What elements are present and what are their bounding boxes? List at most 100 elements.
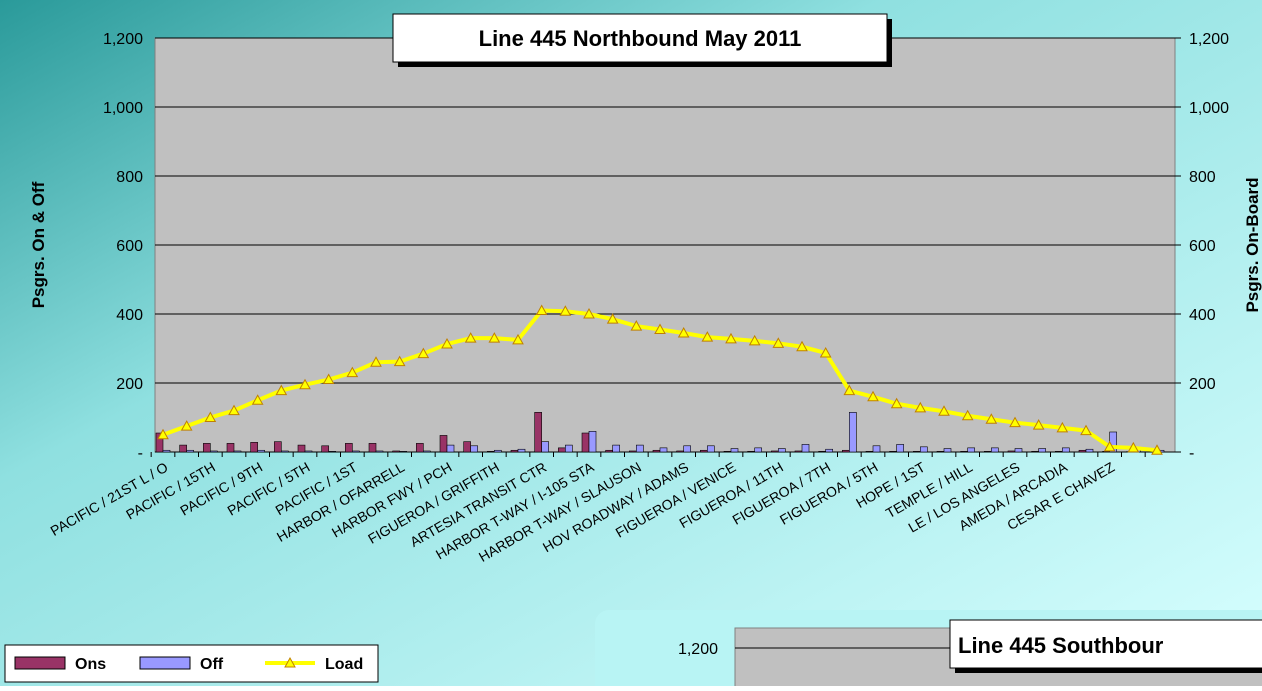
bar — [589, 431, 596, 452]
bar — [826, 449, 833, 452]
second-chart: Line 445 Southbour 1,200 — [595, 610, 1262, 686]
y-tick-label: 1,000 — [103, 100, 143, 117]
bar — [1055, 451, 1062, 452]
bar — [1062, 448, 1069, 452]
bar — [748, 451, 755, 452]
bar — [376, 451, 383, 452]
bar — [322, 446, 329, 452]
bar — [944, 449, 951, 452]
bar — [961, 451, 968, 452]
bar — [968, 448, 975, 452]
y2-tick-label: 800 — [1189, 169, 1216, 186]
bar — [795, 451, 802, 452]
chart-title: Line 445 Northbound May 2011 — [479, 26, 802, 51]
bar — [471, 446, 478, 452]
bar — [724, 451, 731, 452]
bar — [913, 451, 920, 452]
bar — [755, 448, 762, 452]
bar — [487, 451, 494, 452]
bar — [298, 445, 305, 452]
bar — [1079, 450, 1086, 452]
bar — [440, 435, 447, 452]
bar — [163, 450, 170, 452]
y-tick-label: 1,200 — [678, 641, 718, 658]
bar — [558, 448, 565, 452]
legend-swatch — [140, 657, 190, 669]
bar — [819, 451, 826, 452]
y2-tick-label: 600 — [1189, 238, 1216, 255]
y-tick-label: 200 — [116, 376, 143, 393]
bar — [707, 446, 714, 452]
bar — [778, 449, 785, 452]
bar — [1008, 451, 1015, 452]
bar — [274, 442, 281, 452]
bar — [251, 442, 258, 452]
bar — [565, 445, 572, 452]
legend-label: Load — [325, 656, 363, 673]
bar — [345, 443, 352, 452]
y2-tick-label: - — [1189, 445, 1194, 462]
bar — [1103, 451, 1110, 452]
legend-label: Ons — [75, 656, 106, 673]
bar — [494, 450, 501, 452]
bar — [258, 450, 265, 452]
bar — [1086, 449, 1093, 452]
bar — [897, 444, 904, 452]
bar — [305, 451, 312, 452]
bar — [866, 451, 873, 452]
bar — [511, 450, 518, 452]
bar — [518, 449, 525, 452]
bar — [352, 451, 359, 452]
bar — [873, 446, 880, 452]
legend-swatch — [15, 657, 65, 669]
legend: Ons Off Load — [5, 645, 378, 682]
y2-tick-label: 1,000 — [1189, 100, 1229, 117]
bar — [991, 448, 998, 452]
bar — [849, 412, 856, 452]
bar — [842, 450, 849, 452]
second-chart-title: Line 445 Southbour — [958, 633, 1164, 658]
bar — [447, 445, 454, 452]
bar — [1039, 449, 1046, 452]
bar — [920, 447, 927, 452]
y2-tick-label: 200 — [1189, 376, 1216, 393]
bar — [984, 451, 991, 452]
bar — [629, 451, 636, 452]
y-tick-label: 400 — [116, 307, 143, 324]
bar — [180, 445, 187, 452]
bar — [613, 445, 620, 452]
legend-label: Off — [200, 656, 224, 673]
bar — [329, 451, 336, 452]
bar — [423, 451, 430, 452]
bar — [582, 433, 589, 452]
bar — [802, 444, 809, 452]
bar — [535, 412, 542, 452]
bar — [684, 446, 691, 452]
y-tick-label: 800 — [116, 169, 143, 186]
bar — [677, 451, 684, 452]
bar — [660, 448, 667, 452]
bar — [464, 442, 471, 452]
bar — [416, 443, 423, 452]
bar — [281, 451, 288, 452]
bar — [393, 451, 400, 452]
y-tick-label: 1,200 — [103, 31, 143, 48]
y2-tick-label: 1,200 — [1189, 31, 1229, 48]
bar — [1032, 451, 1039, 452]
bar — [542, 442, 549, 452]
bar — [203, 443, 210, 452]
bar — [210, 451, 217, 452]
bar — [700, 450, 707, 452]
bar — [636, 445, 643, 452]
y2-tick-label: 400 — [1189, 307, 1216, 324]
bar — [731, 449, 738, 452]
y-axis-title: Psgrs. On & Off — [29, 181, 48, 308]
bar — [1015, 449, 1022, 452]
bar — [771, 451, 778, 452]
bar — [606, 450, 613, 452]
bar — [369, 443, 376, 452]
bar — [227, 443, 234, 452]
bar — [890, 451, 897, 452]
